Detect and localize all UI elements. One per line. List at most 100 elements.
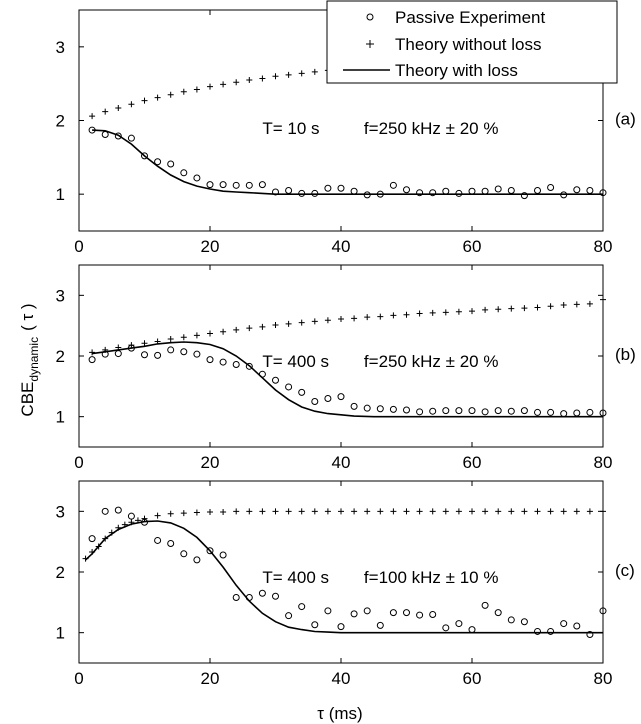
data-point-passive-experiment [232, 181, 240, 189]
data-point-passive-experiment [481, 601, 489, 609]
legend-label-no-loss: Theory without loss [395, 35, 541, 54]
data-point-passive-experiment [547, 408, 555, 416]
x-tick-label: 0 [74, 453, 83, 472]
data-point-passive-experiment [455, 407, 463, 415]
data-point-theory-without-loss [311, 318, 318, 325]
x-tick-label: 20 [201, 237, 220, 256]
data-point-passive-experiment [363, 404, 371, 412]
data-point-theory-without-loss [600, 296, 606, 303]
data-point-passive-experiment [193, 350, 201, 358]
data-point-theory-without-loss [115, 104, 122, 111]
data-point-passive-experiment [547, 184, 555, 192]
data-point-theory-without-loss [324, 317, 331, 324]
data-point-passive-experiment [442, 187, 450, 195]
data-point-passive-experiment [389, 181, 397, 189]
x-tick-label: 60 [463, 453, 482, 472]
data-point-theory-without-loss [285, 508, 292, 515]
data-point-passive-experiment [494, 407, 502, 415]
data-point-theory-without-loss [180, 334, 187, 341]
x-tick-label: 60 [463, 669, 482, 688]
data-point-theory-without-loss [128, 342, 135, 349]
x-tick-label: 40 [332, 669, 351, 688]
data-point-passive-experiment [311, 398, 319, 405]
data-point-theory-without-loss [429, 309, 436, 316]
y-tick-label: 1 [56, 624, 65, 643]
legend-label-passive: Passive Experiment [395, 8, 546, 27]
data-point-passive-experiment [245, 362, 253, 370]
data-point-theory-without-loss [534, 508, 541, 515]
data-point-passive-experiment [337, 393, 345, 401]
data-point-theory-without-loss [272, 508, 279, 515]
data-point-passive-experiment [337, 623, 345, 631]
x-tick-label: 40 [332, 237, 351, 256]
data-point-passive-experiment [219, 181, 227, 189]
data-point-passive-experiment [141, 152, 148, 160]
data-point-passive-experiment [298, 388, 306, 396]
data-point-theory-without-loss [193, 332, 200, 339]
data-point-passive-experiment [324, 607, 332, 615]
data-point-passive-experiment [416, 408, 424, 416]
x-tick-label: 40 [332, 453, 351, 472]
data-point-theory-without-loss [207, 330, 213, 337]
data-point-theory-without-loss [403, 508, 410, 515]
data-point-theory-without-loss [233, 508, 240, 515]
data-point-theory-without-loss [102, 108, 109, 115]
data-point-theory-without-loss [429, 508, 436, 515]
data-point-passive-experiment [232, 360, 240, 368]
data-point-passive-experiment [442, 624, 450, 632]
data-point-theory-without-loss [285, 320, 292, 327]
data-point-passive-experiment [127, 512, 135, 520]
data-point-theory-without-loss [364, 314, 371, 321]
data-point-theory-without-loss [482, 508, 489, 515]
data-point-passive-experiment [180, 169, 188, 177]
data-point-passive-experiment [258, 589, 266, 597]
data-point-theory-without-loss [167, 510, 174, 517]
data-point-theory-without-loss [180, 510, 187, 517]
data-point-passive-experiment [88, 356, 96, 364]
data-point-theory-without-loss [547, 508, 554, 515]
data-point-passive-experiment [101, 130, 109, 138]
data-point-passive-experiment [455, 620, 463, 628]
data-point-theory-without-loss [167, 336, 174, 343]
y-tick-label: 3 [56, 502, 65, 521]
y-tick-label: 3 [56, 38, 65, 57]
data-point-theory-without-loss [442, 508, 449, 515]
data-point-passive-experiment [245, 181, 253, 189]
data-point-theory-without-loss [338, 508, 344, 515]
data-point-theory-without-loss [338, 315, 344, 322]
data-point-theory-without-loss [193, 86, 200, 93]
data-point-passive-experiment [206, 547, 214, 555]
data-point-theory-without-loss [351, 508, 358, 515]
data-point-passive-experiment [337, 184, 345, 192]
series-line-theory-with-loss [92, 129, 603, 195]
data-point-passive-experiment [154, 536, 162, 544]
data-point-passive-experiment [389, 405, 397, 413]
data-point-passive-experiment [114, 132, 122, 140]
data-point-passive-experiment [141, 351, 148, 359]
data-point-passive-experiment [376, 621, 384, 629]
data-point-theory-without-loss [259, 323, 266, 330]
data-point-passive-experiment [468, 407, 476, 415]
panel-tag: (a) [615, 110, 636, 129]
data-point-theory-without-loss [89, 113, 96, 120]
data-point-theory-without-loss [246, 325, 253, 332]
data-point-passive-experiment [586, 630, 594, 638]
data-point-passive-experiment [429, 610, 437, 618]
annotation-duration: T= 10 s [262, 119, 319, 138]
data-point-passive-experiment [114, 350, 122, 358]
x-tick-label: 20 [201, 453, 220, 472]
data-point-passive-experiment [193, 556, 201, 564]
y-axis-label-main: CBE [18, 382, 37, 417]
data-point-theory-without-loss [416, 310, 423, 317]
data-point-passive-experiment [180, 550, 188, 558]
data-point-passive-experiment [127, 134, 135, 142]
legend: Passive Experiment Theory without loss T… [326, 0, 618, 84]
data-point-theory-without-loss [482, 306, 489, 313]
y-tick-label: 1 [56, 185, 65, 204]
data-point-passive-experiment [376, 405, 384, 413]
data-point-passive-experiment [416, 189, 424, 197]
data-point-passive-experiment [101, 507, 109, 515]
data-point-theory-without-loss [573, 508, 580, 515]
legend-entry-with-loss: Theory with loss [343, 61, 518, 80]
